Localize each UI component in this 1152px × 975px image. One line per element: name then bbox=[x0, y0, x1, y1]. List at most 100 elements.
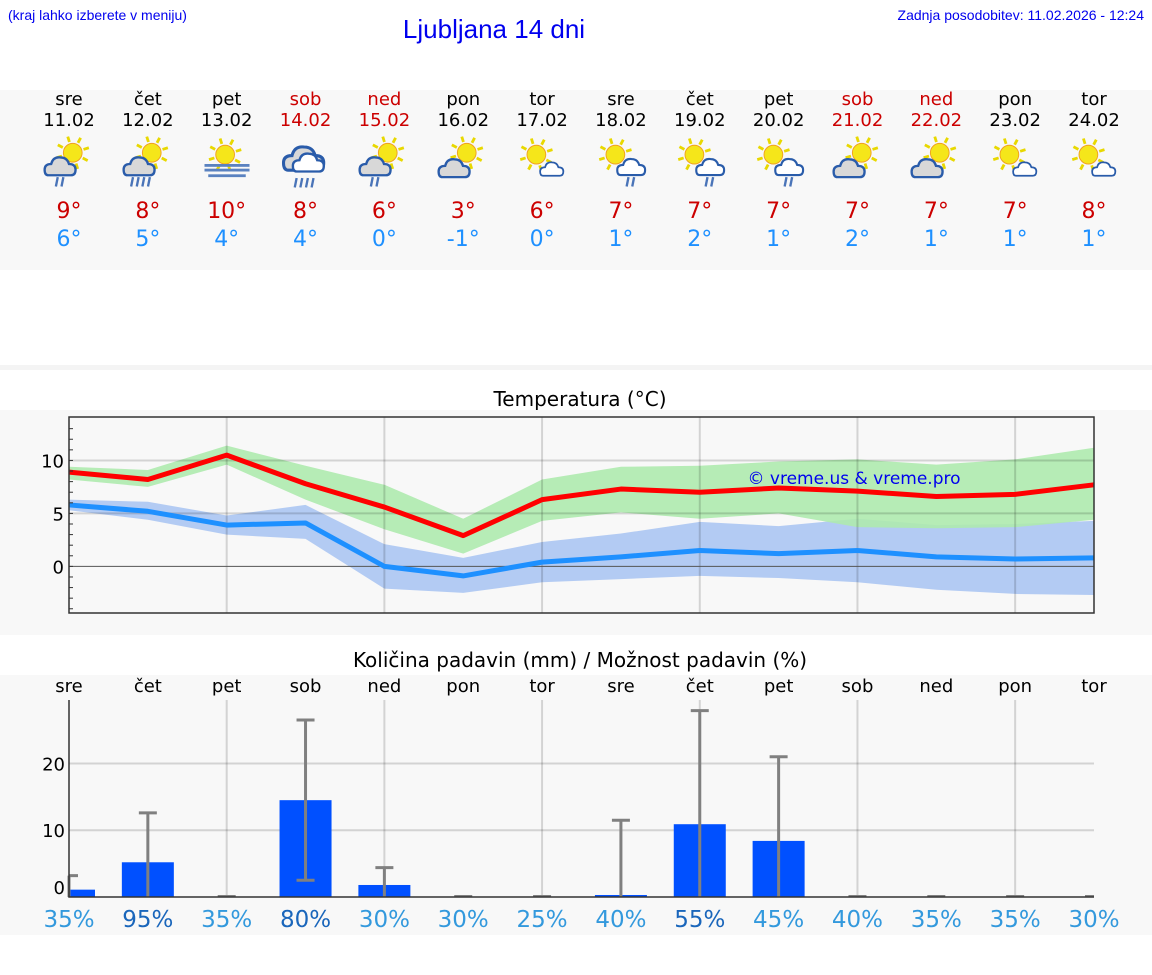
day-name: tor bbox=[1081, 89, 1107, 110]
y-tick-label: 20 bbox=[42, 754, 65, 775]
precip-bar bbox=[69, 889, 95, 897]
y-tick-label: 0 bbox=[54, 878, 65, 899]
cloud-icon bbox=[1012, 161, 1038, 177]
day-name: pon bbox=[998, 89, 1033, 110]
partly-cloudy-rain-icon bbox=[122, 136, 169, 187]
day-name: ned bbox=[919, 89, 954, 110]
day-label: sob bbox=[290, 676, 322, 697]
day-forecast: pon 23.02 7° 1° bbox=[976, 90, 1055, 254]
precip-probability: 95% bbox=[122, 907, 173, 933]
day-date: 18.02 bbox=[595, 110, 647, 131]
cloud-icon bbox=[539, 161, 565, 177]
max-temp: 8° bbox=[1081, 199, 1107, 224]
min-temp: 1° bbox=[1002, 227, 1028, 252]
cloud-icon bbox=[122, 156, 156, 177]
max-temp: 3° bbox=[450, 199, 476, 224]
day-forecast: sre 18.02 7° 1° bbox=[581, 90, 660, 254]
day-name: pon bbox=[446, 89, 481, 110]
day-date: 16.02 bbox=[437, 110, 490, 131]
day-forecast: pet 13.02 10° 4° bbox=[187, 90, 266, 254]
sun-small-cloud-icon bbox=[993, 138, 1038, 177]
precip-probability: 30% bbox=[359, 907, 410, 933]
precip-probability: 40% bbox=[595, 907, 646, 933]
day-forecast: tor 17.02 6° 0° bbox=[503, 90, 582, 254]
day-name: pet bbox=[763, 89, 794, 110]
precip-probability: 35% bbox=[911, 907, 962, 933]
daily-forecast-strip: sre 11.02 9° 6° čet 12.02 8° 5° pet 13.02 … bbox=[0, 90, 1152, 270]
day-forecast: tor 24.02 8° 1° bbox=[1055, 90, 1134, 254]
day-date: 11.02 bbox=[43, 110, 95, 131]
cloud-icon bbox=[694, 157, 725, 177]
precip-probability: 30% bbox=[1068, 907, 1119, 933]
max-temp: 7° bbox=[687, 199, 713, 224]
precip-probability: 25% bbox=[517, 907, 568, 933]
day-label: sre bbox=[607, 676, 634, 697]
day-label: čet bbox=[134, 676, 162, 697]
min-temp: 1° bbox=[923, 227, 949, 252]
plot-frame bbox=[68, 416, 1095, 614]
day-date: 24.02 bbox=[1068, 110, 1120, 131]
day-label: sre bbox=[55, 676, 82, 697]
partly-cloudy-light-rain-icon bbox=[43, 136, 90, 187]
rain-icon bbox=[783, 176, 793, 187]
min-temp: 4° bbox=[293, 227, 319, 252]
min-temp: 5° bbox=[135, 227, 161, 252]
day-forecast: čet 19.02 7° 2° bbox=[660, 90, 739, 254]
day-label: pon bbox=[998, 676, 1032, 697]
precip-probability: 55% bbox=[674, 907, 725, 933]
min-temp: 1° bbox=[766, 227, 792, 252]
location-hint: (kraj lahko izberete v meniju) bbox=[8, 7, 187, 23]
sun-small-cloud-icon bbox=[1071, 138, 1117, 177]
cloud-icon bbox=[437, 158, 471, 179]
sun-icon bbox=[208, 138, 242, 172]
partly-cloudy-light-rain-icon bbox=[358, 136, 405, 187]
day-label: ned bbox=[919, 676, 953, 697]
max-temp: 6° bbox=[371, 199, 397, 224]
day-date: 23.02 bbox=[989, 110, 1041, 131]
min-temp-line bbox=[68, 502, 1095, 579]
precip-probability: 30% bbox=[438, 907, 489, 933]
y-tick-label: 10 bbox=[42, 821, 65, 842]
cloud-icon bbox=[616, 157, 647, 177]
min-temp: 0° bbox=[371, 227, 397, 252]
cloud-icon bbox=[358, 156, 393, 177]
sun-cloud-drizzle-icon bbox=[756, 138, 804, 187]
max-temp-line bbox=[68, 452, 1095, 539]
max-temp: 6° bbox=[529, 199, 555, 224]
day-forecast: pon 16.02 3° -1° bbox=[424, 90, 503, 254]
day-name: čet bbox=[133, 89, 162, 110]
precip-probability: 80% bbox=[280, 907, 331, 933]
day-date: 20.02 bbox=[752, 110, 805, 131]
day-label: ned bbox=[367, 676, 401, 697]
max-temp: 7° bbox=[1002, 199, 1028, 224]
min-temp: 1° bbox=[608, 227, 634, 252]
rain-icon bbox=[625, 176, 636, 187]
day-name: sre bbox=[607, 89, 635, 110]
rain-icon bbox=[54, 176, 65, 187]
precip-probability: 45% bbox=[753, 907, 804, 933]
min-temp: 2° bbox=[845, 227, 870, 252]
day-forecast: čet 12.02 8° 5° bbox=[108, 90, 187, 254]
cloud-icon bbox=[43, 156, 77, 177]
day-name: sob bbox=[289, 89, 322, 110]
rain-icon bbox=[704, 176, 715, 187]
day-label: tor bbox=[1081, 676, 1107, 697]
max-temp: 7° bbox=[923, 199, 949, 224]
plot-axes bbox=[68, 700, 1094, 898]
cloud-icon bbox=[1091, 161, 1117, 177]
divider bbox=[0, 365, 1152, 370]
sun-cloud-drizzle-icon bbox=[598, 138, 647, 187]
sun-icon bbox=[677, 138, 711, 172]
day-label: pet bbox=[212, 676, 242, 697]
min-temp: 2° bbox=[687, 227, 713, 252]
page-title: Ljubljana 14 dni bbox=[402, 14, 586, 44]
min-temp: 1° bbox=[1081, 227, 1107, 252]
partly-cloudy-icon bbox=[831, 136, 878, 179]
partly-cloudy-icon bbox=[910, 136, 957, 179]
day-forecast: sre 11.02 9° 6° bbox=[30, 90, 109, 254]
day-name: tor bbox=[529, 89, 555, 110]
cloudy-rain-icon bbox=[281, 145, 325, 188]
precip-probability: 35% bbox=[201, 907, 252, 933]
day-name: sob bbox=[841, 89, 874, 110]
